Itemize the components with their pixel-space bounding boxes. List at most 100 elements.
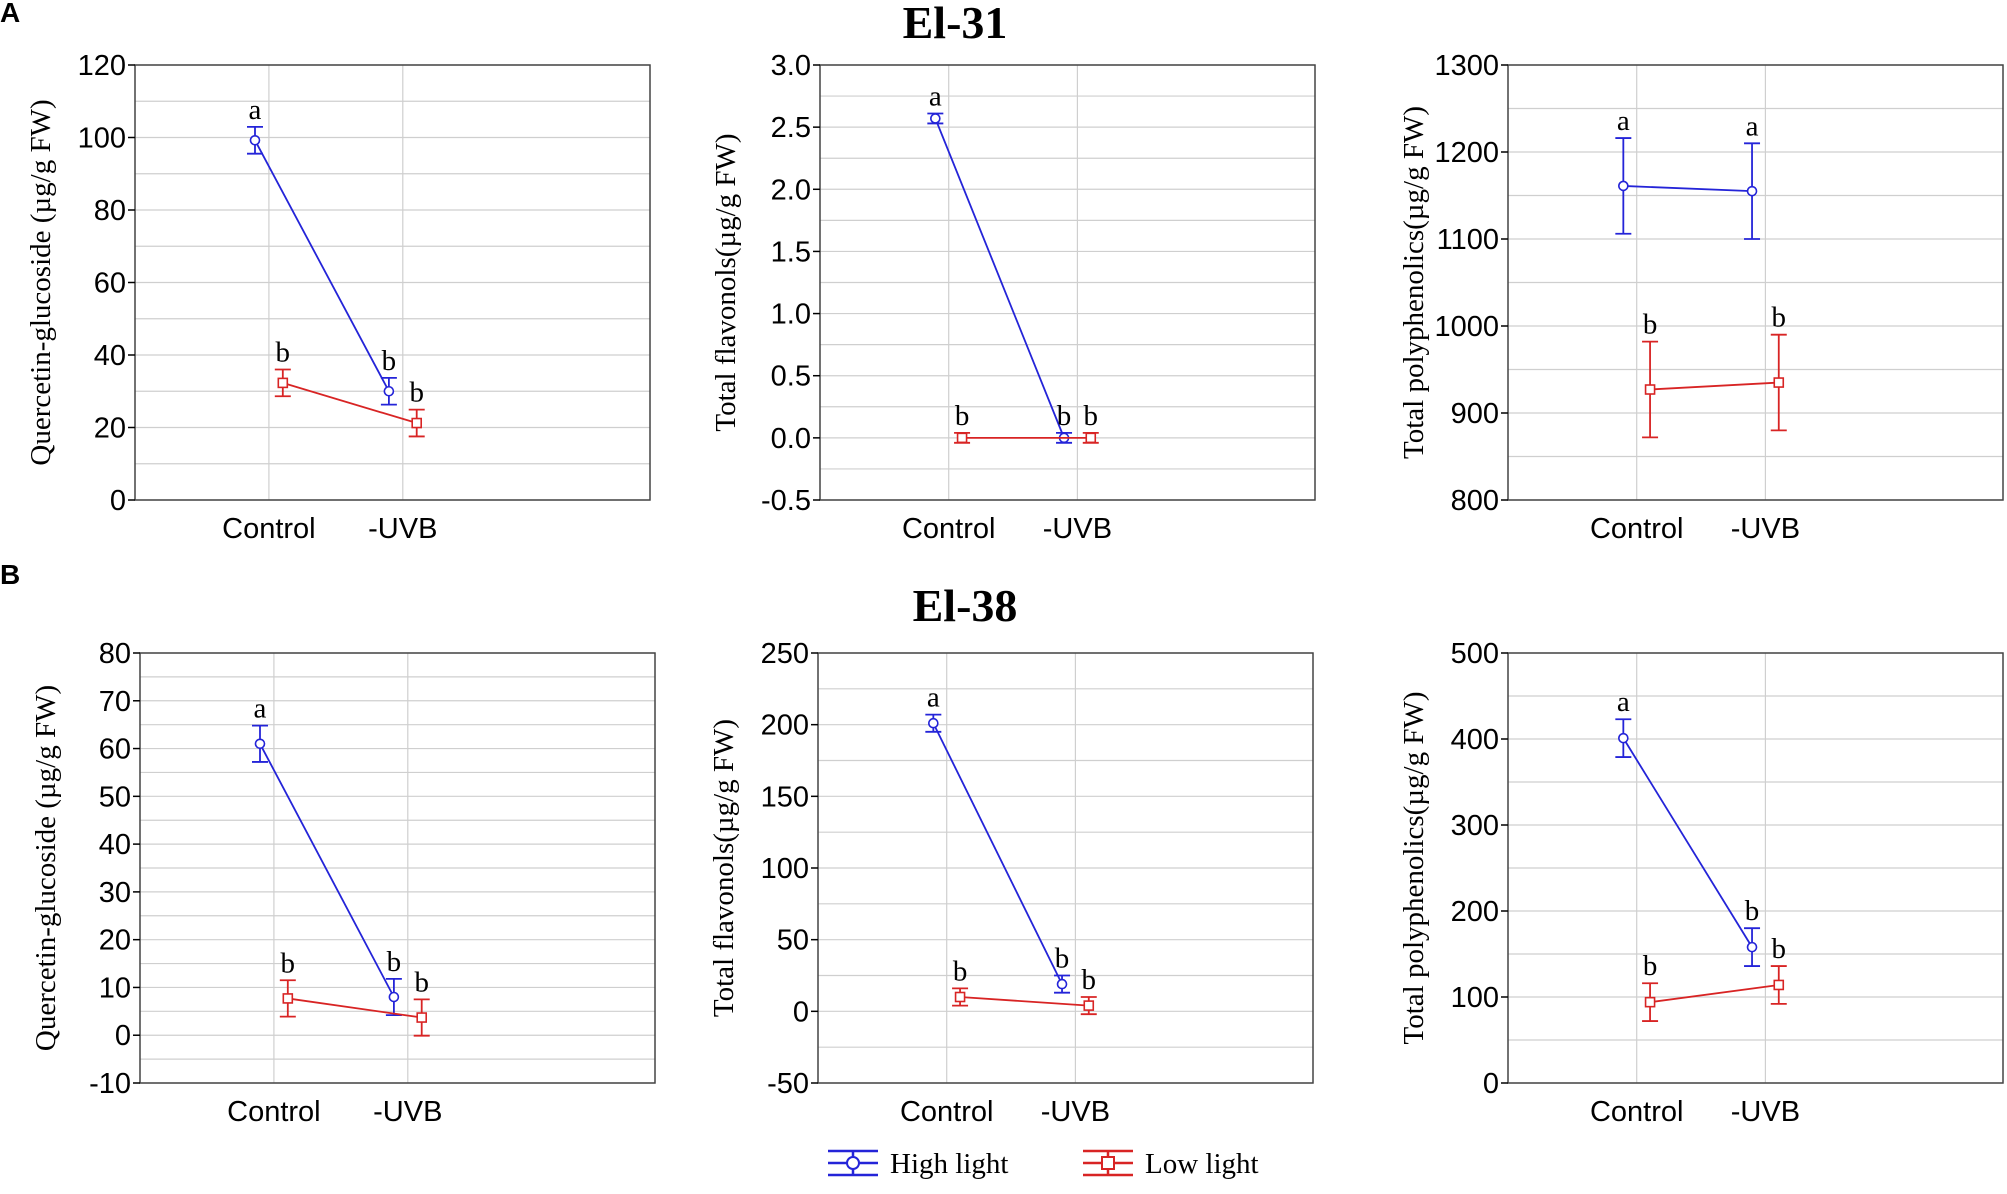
- x-tick-label: Control: [1590, 513, 1684, 545]
- data-point-low: [277, 377, 289, 389]
- significance-letter: b: [276, 337, 291, 369]
- x-tick-label: Control: [227, 1096, 321, 1128]
- y-tick-label: 800: [1451, 485, 1499, 517]
- plot-frame: [1507, 64, 2004, 501]
- y-tick-label: 150: [761, 781, 809, 813]
- significance-letter: b: [1643, 950, 1658, 982]
- significance-letter: b: [1084, 400, 1099, 432]
- series-line-low: [287, 997, 422, 1019]
- x-tick-label: Control: [902, 513, 996, 545]
- significance-letter: a: [1746, 110, 1759, 142]
- chart-3: 800 900 1000 1100 1200 1300 Control -UVB Total p…: [1398, 50, 2004, 545]
- chart-1: 0 20 40 60 80 100 120 Control -UVB Quercetin-gluc…: [25, 50, 651, 545]
- data-point-high: [930, 113, 941, 124]
- y-axis-label: Quercetin-glucoside (µg/g FW): [25, 99, 57, 465]
- significance-letter: b: [955, 400, 970, 432]
- y-tick-label: 40: [94, 340, 126, 372]
- significance-letter: b: [1772, 302, 1787, 334]
- y-tick-label: 250: [761, 638, 809, 670]
- x-tick-label: -UVB: [1043, 513, 1112, 545]
- x-tick-label: Control: [1590, 1096, 1684, 1128]
- significance-letter: b: [953, 955, 968, 987]
- series-line-high: [934, 118, 1065, 439]
- y-tick-label: 40: [99, 829, 131, 861]
- data-point-low: [1085, 432, 1097, 444]
- y-tick-label: 60: [99, 734, 131, 766]
- series-line-low: [960, 996, 1089, 1007]
- data-point-high: [1056, 978, 1068, 990]
- panel-title-a: El-31: [903, 0, 1008, 48]
- significance-letter: b: [1772, 933, 1787, 965]
- y-tick-label: 200: [761, 710, 809, 742]
- y-tick-label: 1000: [1434, 311, 1499, 343]
- legend-label-high: High light: [890, 1148, 1008, 1180]
- y-tick-label: 2.0: [771, 174, 811, 206]
- y-axis-label: Total flavonols(µg/g FW): [708, 719, 740, 1017]
- chart-2: -0.5 0.0 0.5 1.0 1.5 2.0 2.5 3.0 Control -UVB Tota…: [710, 50, 1316, 545]
- y-tick-label: 20: [99, 925, 131, 957]
- data-point-high: [1618, 732, 1629, 744]
- y-tick-label: 50: [777, 925, 809, 957]
- y-tick-label: -10: [89, 1068, 131, 1100]
- significance-letter: b: [409, 377, 424, 409]
- significance-letter: a: [929, 80, 942, 112]
- y-axis-label: Total flavonols(µg/g FW): [710, 133, 742, 431]
- series-line-high: [1623, 185, 1753, 193]
- y-tick-label: 1100: [1437, 224, 1499, 256]
- y-tick-label: 1200: [1434, 137, 1499, 169]
- y-tick-label: 100: [761, 853, 809, 885]
- data-point-low: [1644, 996, 1656, 1008]
- y-tick-label: 0.0: [771, 423, 811, 455]
- legend-item-low: Low light: [1083, 1148, 1259, 1180]
- y-tick-label: 80: [94, 195, 126, 227]
- y-tick-label: 300: [1451, 810, 1499, 842]
- chart-4: -10 0 10 20 30 40 50 60 70 80 Control -UVB Quercetin…: [30, 638, 656, 1128]
- y-tick-label: 0: [1483, 1068, 1499, 1100]
- significance-letter: b: [414, 966, 429, 998]
- circle-marker-icon: [846, 1156, 860, 1170]
- plot-frame: [139, 652, 656, 1084]
- y-axis-label: Total polyphenolics(µg/g FW): [1398, 106, 1430, 459]
- x-tick-label: -UVB: [373, 1096, 442, 1128]
- significance-letter: b: [1055, 943, 1070, 975]
- x-tick-label: -UVB: [1731, 513, 1800, 545]
- data-point-high: [388, 991, 400, 1003]
- x-tick-label: Control: [222, 513, 316, 545]
- data-point-high: [254, 738, 266, 750]
- panel-label-b: B: [0, 559, 20, 590]
- chart-5: -50 0 50 100 150 200 250 Control -UVB Total flavo…: [708, 638, 1314, 1128]
- series-line-high: [254, 139, 390, 392]
- data-point-low: [282, 993, 294, 1004]
- y-tick-label: 60: [94, 268, 126, 300]
- y-tick-label: 30: [99, 877, 131, 909]
- data-point-high: [1746, 941, 1758, 953]
- significance-letter: a: [254, 693, 267, 725]
- legend-label-low: Low light: [1145, 1148, 1259, 1180]
- significance-letter: a: [1617, 105, 1630, 137]
- plot-frame: [1507, 652, 2004, 1084]
- significance-letter: a: [1617, 686, 1630, 718]
- data-point-low: [956, 432, 968, 444]
- series-line-high: [1622, 737, 1753, 948]
- y-tick-label: 10: [99, 972, 131, 1004]
- y-tick-label: 80: [99, 638, 131, 670]
- y-tick-label: 0: [115, 1020, 131, 1052]
- x-tick-label: Control: [900, 1096, 994, 1128]
- data-point-low: [416, 1012, 428, 1023]
- data-point-low: [1083, 1000, 1095, 1011]
- y-tick-label: 900: [1451, 398, 1499, 430]
- data-point-high: [1746, 185, 1758, 197]
- y-tick-label: 500: [1451, 638, 1499, 670]
- legend: High light Low light: [828, 1148, 1259, 1180]
- data-point-low: [1773, 377, 1785, 388]
- legend-item-high: High light: [828, 1148, 1008, 1180]
- y-tick-label: 1.5: [771, 236, 811, 268]
- y-tick-label: 70: [99, 686, 131, 718]
- significance-letter: a: [249, 94, 262, 126]
- data-point-low: [1644, 384, 1656, 395]
- panel-title-b: El-38: [913, 580, 1018, 631]
- chart-6: 0 100 200 300 400 500 Control -UVB Total polyphe…: [1398, 638, 2004, 1128]
- x-tick-label: -UVB: [1041, 1096, 1110, 1128]
